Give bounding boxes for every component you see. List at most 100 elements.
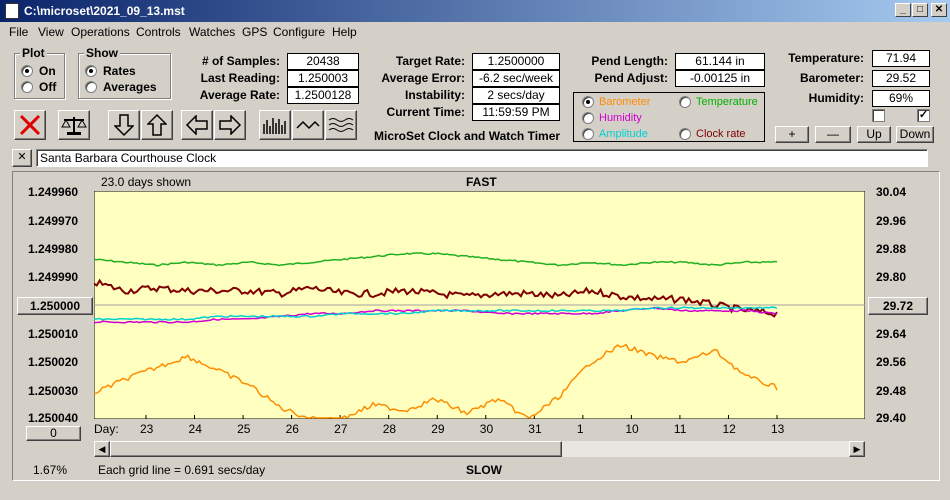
- arrow-up-icon: [147, 113, 167, 136]
- menu-bar: File View Operations Controls Watches GP…: [0, 22, 950, 42]
- clear-note-button[interactable]: ✕: [12, 149, 32, 167]
- right-tick: 29.56: [876, 355, 907, 369]
- plot-area[interactable]: [94, 191, 865, 419]
- average-rate-value: 1.2500128: [287, 87, 359, 104]
- horizontal-scrollbar[interactable]: ◀ ▶: [94, 441, 865, 457]
- plot-group-label: Plot: [20, 46, 47, 60]
- show-rates-label: Rates: [103, 64, 136, 78]
- app-caption: MicroSet Clock and Watch Timer: [374, 129, 561, 143]
- sensor-temperature-label: Temperature: [696, 96, 758, 108]
- show-averages-radio[interactable]: [85, 81, 97, 93]
- plot-on-radio[interactable]: [21, 65, 33, 77]
- pend-length-label: Pend Length:: [591, 54, 668, 68]
- right-tick: 30.04: [876, 185, 907, 199]
- bottom-title: SLOW: [466, 463, 502, 477]
- balance-scale-icon: [61, 117, 87, 135]
- arrow-left-button[interactable]: [181, 110, 213, 140]
- x-tick-label: 12: [722, 422, 736, 436]
- minimize-button[interactable]: _: [895, 3, 911, 17]
- wave-icon: [328, 118, 354, 132]
- x-tick-label: 11: [673, 422, 687, 436]
- note-field[interactable]: Santa Barbara Courthouse Clock: [36, 149, 928, 167]
- sensor-amplitude-radio[interactable]: [582, 128, 594, 140]
- left-tick: 1.250020: [28, 355, 79, 369]
- offset-button[interactable]: 0: [26, 426, 81, 441]
- sensor-temperature-radio[interactable]: [679, 96, 691, 108]
- left-tick: 1.249960: [28, 185, 79, 199]
- right-tick: 29.96: [876, 214, 907, 228]
- plus-button[interactable]: +: [775, 126, 809, 143]
- arrow-up-button[interactable]: [141, 110, 173, 140]
- barometer-label: Barometer:: [799, 71, 864, 85]
- left-tick: 1.250030: [28, 384, 79, 398]
- scroll-thumb[interactable]: [110, 441, 562, 457]
- bar-view-button[interactable]: [259, 110, 291, 140]
- scroll-left-button[interactable]: ◀: [94, 441, 110, 457]
- instability-value: 2 secs/day: [472, 87, 560, 104]
- menu-watches[interactable]: Watches: [189, 25, 236, 39]
- grid-note: Each grid line = 0.691 secs/day: [98, 463, 266, 477]
- humidity-label: Humidity:: [808, 91, 864, 105]
- close-window-button[interactable]: ✕: [931, 3, 947, 17]
- stop-button[interactable]: [14, 110, 46, 140]
- wave-view-button[interactable]: [325, 110, 357, 140]
- x-tick-label: 26: [285, 422, 299, 436]
- arrow-left-icon: [185, 115, 208, 135]
- sensor-barometer-radio[interactable]: [582, 96, 594, 108]
- show-group: [78, 53, 171, 99]
- menu-operations[interactable]: Operations: [71, 25, 130, 39]
- sensor-clock-rate-radio[interactable]: [679, 128, 691, 140]
- target-rate-value: 1.2500000: [472, 53, 560, 70]
- last-reading-value: 1.250003: [287, 70, 359, 87]
- arrow-right-icon: [219, 115, 242, 135]
- sensor-humidity-radio[interactable]: [582, 112, 594, 124]
- barometer-value: 29.52: [872, 70, 930, 87]
- current-time-label: Current Time:: [386, 105, 465, 119]
- days-shown: 23.0 days shown: [101, 175, 192, 189]
- sensor-select-box: [573, 92, 765, 142]
- balance-button[interactable]: [58, 110, 90, 140]
- menu-file[interactable]: File: [9, 25, 29, 39]
- menu-view[interactable]: View: [38, 25, 64, 39]
- sensor-amplitude-label: Amplitude: [599, 128, 648, 140]
- down-button[interactable]: Down: [896, 126, 934, 143]
- x-tick-label: 30: [479, 422, 494, 436]
- right-tick: 29.48: [876, 384, 907, 398]
- left-tick: 1.250010: [28, 327, 79, 341]
- menu-configure[interactable]: Configure: [273, 25, 326, 39]
- scroll-right-button[interactable]: ▶: [849, 441, 865, 457]
- bar-graph-icon: [263, 118, 286, 134]
- baseline-sensor-button[interactable]: 29.72: [868, 297, 928, 315]
- minus-button[interactable]: —: [815, 126, 851, 143]
- series-line-clock-rate: [94, 278, 778, 318]
- plot-off-radio[interactable]: [21, 81, 33, 93]
- arrow-right-button[interactable]: [214, 110, 246, 140]
- sensor-humidity-label: Humidity: [599, 112, 642, 124]
- up-button[interactable]: Up: [857, 126, 891, 143]
- show-averages-label: Averages: [103, 80, 157, 94]
- line-graph-icon: [296, 120, 320, 130]
- day-label: Day:: [94, 422, 119, 436]
- line-view-button[interactable]: [292, 110, 324, 140]
- target-rate-label: Target Rate:: [395, 54, 465, 68]
- window-title: C:\microset\2021_09_13.mst: [24, 4, 185, 18]
- last-reading-label: Last Reading:: [200, 71, 280, 85]
- series-line-amplitude: [94, 306, 778, 321]
- chart-title: FAST: [466, 175, 497, 189]
- checkbox-1[interactable]: [872, 109, 885, 122]
- show-rates-radio[interactable]: [85, 65, 97, 77]
- x-tick-label: 13: [771, 422, 785, 436]
- right-tick: 29.64: [876, 327, 907, 341]
- checkbox-2[interactable]: ✓: [917, 109, 930, 122]
- menu-gps[interactable]: GPS: [242, 25, 268, 39]
- baseline-rate-button[interactable]: 1.250000: [17, 297, 93, 315]
- menu-controls[interactable]: Controls: [136, 25, 181, 39]
- samples-label: # of Samples:: [201, 54, 280, 68]
- menu-help[interactable]: Help: [332, 25, 357, 39]
- left-tick: 1.249980: [28, 242, 79, 256]
- arrow-down-button[interactable]: [108, 110, 140, 140]
- x-tick-label: 23: [140, 422, 154, 436]
- maximize-button[interactable]: □: [912, 3, 928, 17]
- temperature-label: Temperature:: [788, 51, 864, 65]
- humidity-value: 69%: [872, 90, 930, 107]
